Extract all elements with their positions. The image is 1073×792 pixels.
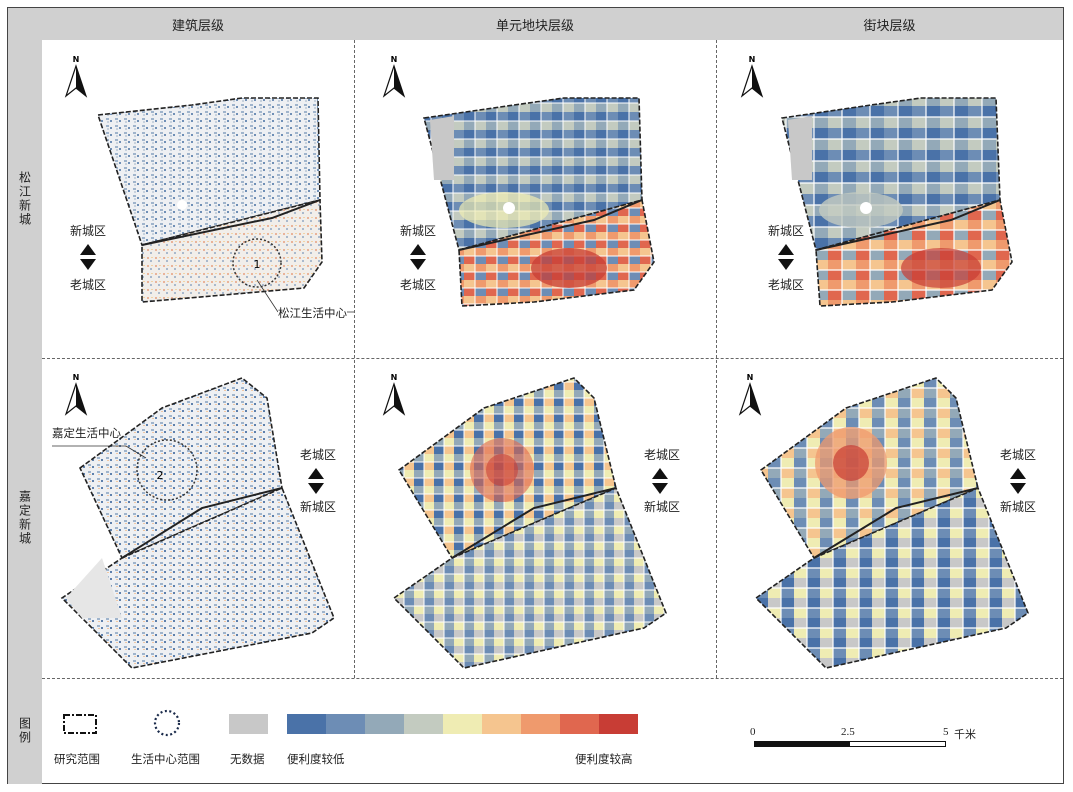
up-down-arrow-icon [778,244,794,270]
up-down-arrow-icon [652,468,668,494]
district-old-label: 老城区 [644,448,681,462]
legend-low-label: 便利度较低 [287,752,345,766]
legend-color-swatch [599,714,638,734]
district-new-label: 新城区 [768,224,805,238]
district-new-label: 新城区 [300,500,337,514]
row-header-legend: 图例 [8,678,42,784]
scale-tick-5: 5 [943,726,949,738]
north-arrow-icon: N [740,55,764,98]
north-arrow-icon: N [64,55,88,98]
up-down-arrow-icon [308,468,324,494]
legend-color-swatch [560,714,599,734]
column-header-label: 单元地块层级 [495,18,574,34]
legend-color-swatch [482,714,521,734]
district-old-label: 老城区 [768,278,805,292]
district-new-label: 新城区 [644,500,681,514]
row-header-label: 松江新城 [17,171,32,227]
scale-tick-0: 0 [750,726,756,738]
map-jiading-unit-parcel: N 老城区 新城区 [354,358,716,678]
map-songjiang-unit-parcel: N 新城区 老城区 [354,40,716,358]
legend-high-label: 便利度较高 [575,752,633,766]
north-arrow-icon: N [382,373,406,416]
north-arrow-icon: N [382,55,406,98]
map-canvas [781,97,1013,307]
district-old-label: 老城区 [300,448,337,462]
legend-color-swatch [287,714,326,734]
center-label-jiading: 嘉定生活中心 [52,426,121,440]
center-range-symbol-icon [153,709,181,737]
north-label: N [391,373,398,382]
legend-color-swatch [326,714,365,734]
district-old-label: 老城区 [70,278,107,292]
legend-color-swatch [521,714,560,734]
legend-color-swatch [443,714,482,734]
map-canvas: 2 [52,377,335,669]
map-songjiang-street-block: N 新城区 老城区 [716,40,1063,358]
center-label-songjiang: 松江生活中心 [278,305,347,321]
map-canvas [754,377,1029,669]
grid-divider [42,678,1063,679]
column-header-label: 建筑层级 [171,18,224,34]
column-header-unit-parcel: 单元地块层级 [354,8,716,40]
study-boundary-symbol-icon [63,714,97,734]
figure-frame [7,7,1064,784]
scale-bar-segment-dark [754,741,849,747]
grid-divider [354,40,355,678]
row-header-jiading: 嘉定新城 [8,358,42,678]
scale-bar-segment-light [849,741,946,747]
legend-no-data-label: 无数据 [230,752,265,766]
north-label: N [73,373,80,382]
district-old-label: 老城区 [400,278,437,292]
up-down-arrow-icon [410,244,426,270]
north-label: N [749,55,756,64]
north-label: N [747,373,754,382]
district-old-label: 老城区 [1000,448,1037,462]
map-canvas [422,97,655,307]
scale-tick-2.5: 2.5 [841,726,855,738]
north-arrow-icon: N [64,373,88,416]
legend-center-range-label: 生活中心范围 [131,752,200,766]
map-jiading-building: 2 嘉定生活中心 N 老城区 新城区 [42,358,354,678]
map-songjiang-building: 1 松江生活中心 N 新城区 老城区 [42,40,354,358]
map-canvas [392,377,667,669]
grid-divider [42,358,1063,359]
district-new-label: 新城区 [70,224,107,238]
grid-divider [716,40,717,678]
north-label: N [391,55,398,64]
column-header-building: 建筑层级 [42,8,354,40]
up-down-arrow-icon [1010,468,1026,494]
north-label: N [73,55,80,64]
map-jiading-street-block: N 老城区 新城区 [716,358,1063,678]
north-arrow-icon: N [738,373,762,416]
column-header-street-block: 街块层级 [716,8,1063,40]
up-down-arrow-icon [80,244,96,270]
center-number: 1 [254,258,261,271]
legend-color-swatch [365,714,404,734]
legend-title: 图例 [17,717,32,745]
header-corner [8,8,42,40]
legend-boundary-label: 研究范围 [54,752,100,766]
column-header-label: 街块层级 [863,18,916,34]
legend-no-data-swatch [229,714,268,734]
row-header-label: 嘉定新城 [17,490,32,546]
district-new-label: 新城区 [400,224,437,238]
legend-color-swatch [404,714,443,734]
row-header-songjiang: 松江新城 [8,40,42,358]
district-new-label: 新城区 [1000,500,1037,514]
scale-unit: 千米 [954,728,976,741]
center-number: 2 [157,469,164,482]
